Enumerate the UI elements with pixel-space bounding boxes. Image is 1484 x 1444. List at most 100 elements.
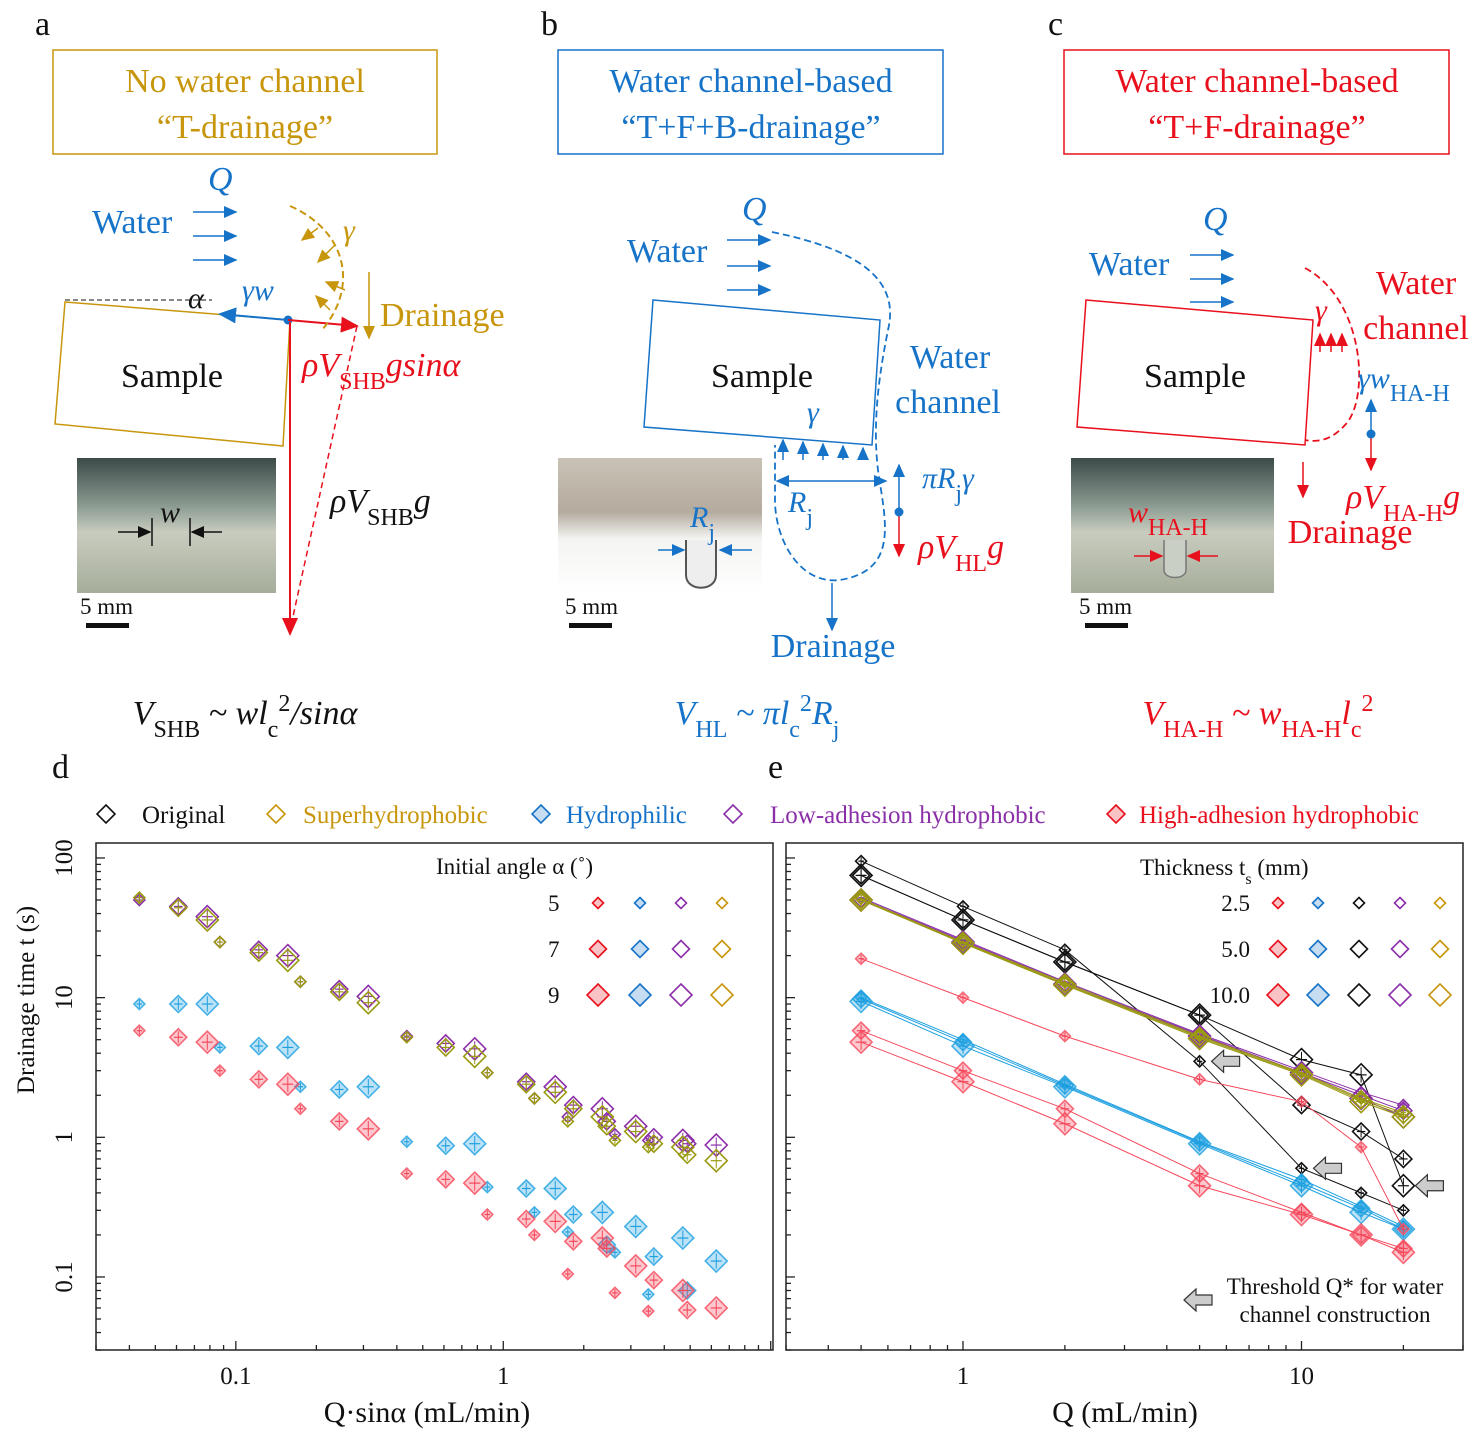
q-label: Q [208, 161, 233, 198]
data-point [168, 994, 188, 1014]
equation: VHL ~ πlc2Rj [675, 691, 840, 743]
subscript-text: SHB [339, 369, 386, 395]
sample-label: Sample [711, 358, 813, 395]
chart-d: d 0.1 1 100 10 1 0.1 Q·sinα (mL/min) Initial ang… [51, 749, 774, 1429]
data-point [543, 1209, 568, 1234]
data-point [543, 1080, 568, 1105]
data-point [249, 1069, 269, 1089]
scale-bar-label: 5 mm [565, 594, 618, 619]
legend-diamond-icon [1311, 896, 1325, 910]
legend-item: Original [95, 802, 225, 829]
gamma-w-label: γw [242, 274, 274, 307]
data-point [623, 1214, 648, 1239]
data-point [195, 991, 220, 1017]
droplet-outline [289, 205, 345, 331]
subscript-text: HA-H [1390, 381, 1450, 407]
data-point [950, 1069, 976, 1094]
text-run: ρV [917, 529, 959, 566]
rj-photo-label: Rj [689, 501, 715, 546]
data-point [641, 1287, 655, 1302]
data-point [608, 1133, 622, 1148]
legend-label: Original [142, 802, 225, 829]
scale-bar [86, 623, 129, 628]
series-low-adhesion-hydrophobic [132, 893, 729, 1158]
text-run: πR [922, 462, 955, 495]
alpha-label: α [188, 282, 205, 315]
legend-label: Superhydrophobic [303, 802, 488, 829]
legend-item: High-adhesion hydrophobic [1105, 802, 1419, 829]
series-line [860, 874, 1404, 1160]
data-point [704, 1295, 729, 1321]
series-line [860, 1030, 1404, 1249]
water-flow-arrows [193, 206, 238, 266]
series-high-adhesion-hydrophobic [848, 952, 1416, 1265]
text-run: R [787, 486, 806, 519]
data-point [670, 1225, 695, 1251]
text-run: R [811, 695, 833, 732]
water-label: Water [627, 233, 708, 270]
data-point [293, 975, 308, 989]
data-point [644, 1270, 664, 1290]
legend-diamond-icon [1268, 939, 1288, 959]
data-point [848, 863, 874, 888]
scale-bar [569, 623, 612, 628]
inner-legend: Initial angle α (˚) 5 7 9 [436, 854, 735, 1008]
data-point [480, 1066, 494, 1080]
data-point [950, 931, 976, 956]
subscript-text: SHB [367, 505, 414, 531]
chart-e: e 1 10 Q (mL/min) Thickness ts (mm) 2.5 5.0 10.… [768, 749, 1464, 1429]
data-point [400, 1030, 414, 1044]
series-line [860, 898, 1404, 1112]
channel-label-line1: Water [1376, 265, 1457, 302]
supscript-text: 2 [800, 691, 812, 717]
subscript-text: HA-H [1281, 717, 1341, 743]
legend-diamond-icon [591, 896, 605, 910]
data-point [1348, 1089, 1374, 1114]
data-point [563, 1231, 583, 1251]
data-point [1354, 1140, 1368, 1154]
data-point [275, 948, 300, 973]
data-point [950, 1033, 976, 1059]
data-point [275, 1035, 300, 1060]
series-high-adhesion-hydrophobic [132, 1024, 729, 1321]
data-point [462, 1131, 487, 1156]
text-run: gsinα [386, 347, 462, 384]
data-point [590, 1104, 615, 1130]
subscript-text: c [789, 717, 800, 743]
title-line1: No water channel [125, 63, 365, 100]
sample-block [54, 301, 291, 447]
capillary-arrows [777, 438, 869, 460]
text-run: ~ wl [200, 695, 268, 732]
subscript-text: HA-H [1148, 515, 1208, 541]
supscript-text: 2 [278, 691, 290, 717]
legend-diamond-icon [1352, 896, 1366, 910]
legend-label: Low-adhesion hydrophobic [770, 802, 1046, 829]
panel-letter: b [541, 6, 558, 43]
y-tick-label: 100 [51, 839, 78, 877]
x-tick-label: 10 [1289, 1363, 1314, 1390]
sample-block [1076, 299, 1314, 446]
data-point [1391, 1104, 1416, 1130]
data-point [590, 1200, 615, 1225]
supscript-text: 2 [1361, 691, 1373, 717]
data-point [436, 1169, 456, 1189]
droplet-photo [558, 458, 762, 593]
data-point [1052, 1074, 1078, 1099]
data-point [400, 1166, 414, 1181]
drainage-label: Drainage [771, 628, 896, 665]
legend-diamond-icon [1433, 896, 1447, 910]
data-point [1348, 1062, 1374, 1087]
legend-diamond-icon [709, 982, 735, 1008]
data-point [462, 1044, 487, 1069]
equation: VHA-H ~ wHA-Hlc2 [1143, 691, 1374, 743]
water-flow-arrows [727, 234, 772, 296]
data-point [1351, 1121, 1371, 1142]
data-point [608, 1245, 622, 1260]
text-run: ρV [1345, 479, 1387, 516]
data-point [1192, 1072, 1207, 1086]
data-point [1052, 972, 1078, 998]
data-point [436, 1037, 456, 1058]
panel-letter: e [768, 749, 783, 786]
x-tick-label: 1 [497, 1363, 510, 1390]
material-legend: Original Superhydrophobic Hydrophilic Low-a… [95, 802, 1419, 829]
